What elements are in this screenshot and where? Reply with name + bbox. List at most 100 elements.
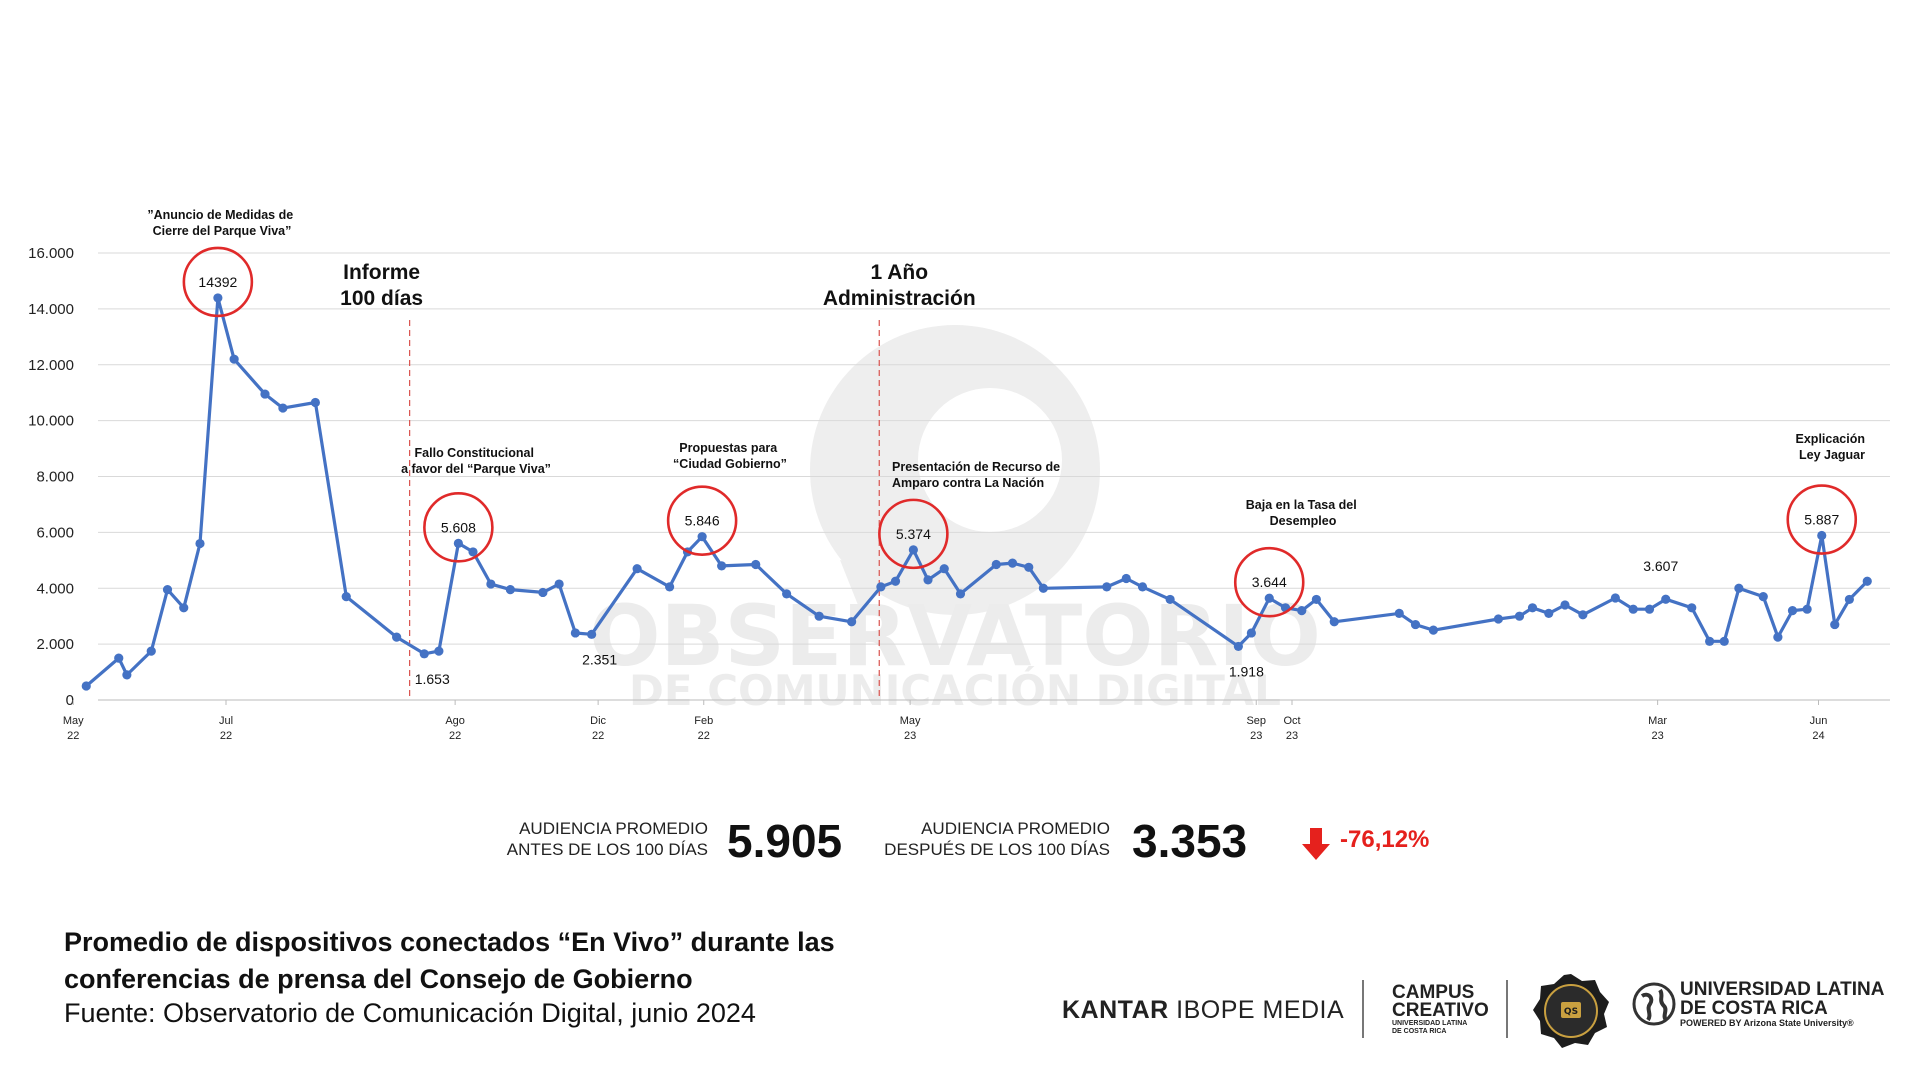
data-point [1410, 619, 1421, 630]
x-tick-year: 22 [698, 730, 710, 742]
data-point [632, 564, 642, 574]
logo-divider [1362, 980, 1364, 1038]
x-tick-label: May [900, 715, 921, 727]
y-tick-label: 10.000 [28, 413, 74, 430]
callout-value: 5.608 [441, 519, 476, 535]
data-point [392, 632, 402, 642]
x-tick-year: 22 [449, 730, 461, 742]
callout-value: 5.846 [685, 513, 720, 529]
event-label-amparo: Presentación de Recurso de Amparo contra… [892, 460, 1064, 490]
callout-ring [182, 246, 254, 318]
x-tick-label: Oct [1283, 715, 1300, 727]
x-tick-label: Jul [219, 715, 233, 727]
data-point [1297, 606, 1307, 616]
y-tick-label: 16.000 [28, 245, 74, 262]
y-tick-label: 14.000 [28, 301, 74, 318]
data-point [1687, 603, 1697, 613]
data-point [1527, 603, 1538, 613]
data-point [1137, 582, 1148, 592]
point-label: 1.653 [415, 671, 450, 687]
data-point [114, 653, 124, 663]
data-point [434, 646, 444, 656]
data-point [419, 649, 429, 659]
data-point [1102, 582, 1112, 592]
callout-ring [666, 485, 738, 556]
before-label: AUDIENCIA PROMEDIO ANTES DE LOS 100 DÍAS [506, 819, 708, 859]
svg-text:QS: QS [1564, 1007, 1578, 1017]
data-point [179, 603, 189, 613]
callout-value: 5.887 [1804, 512, 1839, 528]
x-tick-label: Sep [1246, 715, 1266, 727]
after-label: AUDIENCIA PROMEDIO DESPUÉS DE LOS 100 DÍ… [884, 819, 1110, 859]
data-point [1844, 594, 1854, 605]
data-point [847, 617, 857, 627]
data-point [1787, 606, 1798, 616]
data-point [1165, 594, 1175, 605]
data-point [1394, 608, 1404, 618]
data-point [587, 629, 597, 639]
data-point [1329, 617, 1339, 627]
data-point [278, 403, 288, 413]
data-point [146, 646, 156, 656]
event-annotations: ”Anuncio de Medidas de Cierre del Parque… [147, 208, 1869, 528]
x-tick-label: Ago [445, 715, 465, 727]
qs-rating-badge-icon: QS [1533, 974, 1609, 1048]
x-tick-label: May [63, 715, 84, 727]
data-point [1514, 611, 1525, 621]
data-point [1024, 562, 1034, 572]
x-tick-year: 22 [67, 730, 79, 742]
data-point [717, 561, 727, 571]
data-point [991, 559, 1001, 570]
data-point [1264, 593, 1274, 603]
data-point [955, 589, 966, 599]
x-tick-year: 24 [1812, 730, 1824, 742]
y-tick-label: 4.000 [36, 580, 74, 597]
x-tick-label: Dic [590, 715, 606, 727]
data-point [468, 547, 478, 557]
data-point [1628, 604, 1638, 614]
data-point [81, 681, 91, 691]
event-label-fallo: Fallo Constitucional a favor del “Parque… [401, 446, 551, 476]
data-point [122, 670, 132, 680]
data-point [1007, 558, 1018, 568]
event-title: Informe [343, 261, 420, 284]
data-point [341, 592, 351, 602]
data-point [260, 389, 270, 399]
event-label-desempleo: Baja en la Tasa del Desempleo [1246, 498, 1360, 528]
point-label: 2.351 [582, 651, 617, 667]
data-point [1121, 573, 1131, 584]
data-point [1610, 593, 1620, 603]
data-point [229, 354, 239, 364]
data-point [665, 582, 675, 592]
chart-title: Promedio de dispositivos conectados “En … [64, 927, 835, 994]
event-label-ley-jaguar: Explicación Ley Jaguar [1796, 432, 1869, 462]
data-point [939, 564, 949, 574]
globe-icon [1632, 982, 1676, 1026]
data-point [570, 628, 580, 638]
before-value: 5.905 [727, 815, 843, 867]
y-axis: 0 2.000 4.000 6.000 8.000 10.000 12.000 14.000 1… [28, 245, 74, 709]
data-point [876, 582, 886, 592]
data-point [1705, 636, 1715, 646]
x-tick-year: 23 [1250, 730, 1262, 742]
event-lines: Informe 100 días 1 Año Administración [340, 261, 976, 700]
data-point [1862, 576, 1872, 586]
callout-value: 5.374 [896, 526, 931, 542]
data-point [554, 579, 564, 589]
x-axis: May 22 Jul 22 Ago 22 Dic 22 Feb 22 May 23 Sep 23 Oct 23… [63, 700, 1827, 742]
event-title: 1 Año [870, 261, 928, 284]
data-point [923, 575, 933, 585]
callout-ring [423, 492, 494, 563]
data-point [1817, 530, 1827, 541]
data-point [1311, 594, 1321, 605]
data-point [1038, 583, 1048, 593]
callout-ring [1233, 546, 1305, 618]
data-point [195, 538, 205, 549]
point-label: 1.918 [1229, 663, 1264, 679]
x-tick-year: 23 [1652, 730, 1664, 742]
data-point [908, 545, 918, 555]
data-point [1758, 592, 1768, 602]
data-point [1644, 604, 1655, 614]
event-title: 100 días [340, 287, 423, 310]
